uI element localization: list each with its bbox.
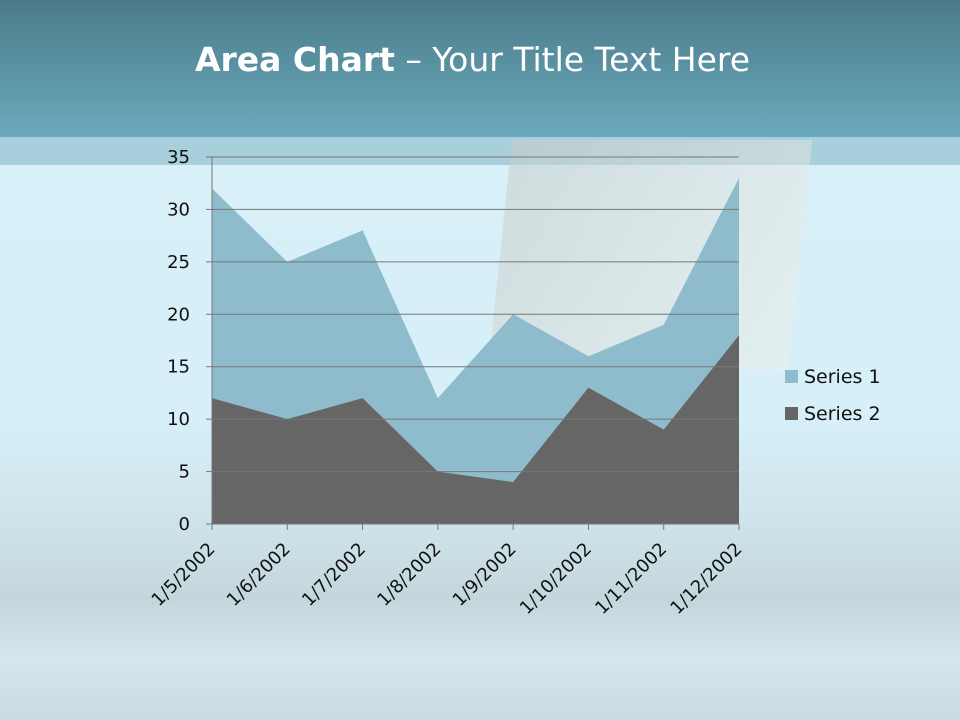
x-tick-label: 1/7/2002 — [298, 539, 370, 611]
y-tick-label: 5 — [179, 462, 190, 483]
x-tick-label: 1/10/2002 — [516, 539, 596, 619]
x-tick-label: 1/6/2002 — [223, 539, 295, 611]
x-tick-label: 1/11/2002 — [591, 539, 671, 619]
x-tick-label: 1/9/2002 — [449, 539, 521, 611]
y-tick-label: 15 — [167, 357, 190, 378]
legend-swatch — [785, 407, 798, 420]
legend: Series 1 Series 2 — [785, 358, 881, 432]
x-tick-label: 1/8/2002 — [373, 539, 445, 611]
legend-label: Series 1 — [804, 365, 881, 388]
y-tick-label: 10 — [167, 409, 190, 430]
title-bold: Area Chart — [194, 40, 395, 79]
legend-item-series-1: Series 1 — [785, 358, 881, 395]
y-tick-label: 20 — [167, 304, 190, 325]
y-tick-label: 0 — [179, 514, 190, 535]
legend-label: Series 2 — [804, 402, 881, 425]
y-tick-label: 35 — [167, 147, 190, 168]
legend-item-series-2: Series 2 — [785, 395, 881, 432]
x-tick-label: 1/5/2002 — [148, 539, 220, 611]
legend-swatch — [785, 370, 798, 383]
slide-title: Area Chart – Your Title Text Here — [0, 40, 945, 79]
x-tick-label: 1/12/2002 — [666, 539, 746, 619]
area-series-2 — [212, 335, 739, 524]
y-tick-label: 30 — [167, 199, 190, 220]
y-tick-label: 25 — [167, 252, 190, 273]
title-bar — [0, 0, 960, 137]
title-rest: – Your Title Text Here — [394, 40, 751, 79]
